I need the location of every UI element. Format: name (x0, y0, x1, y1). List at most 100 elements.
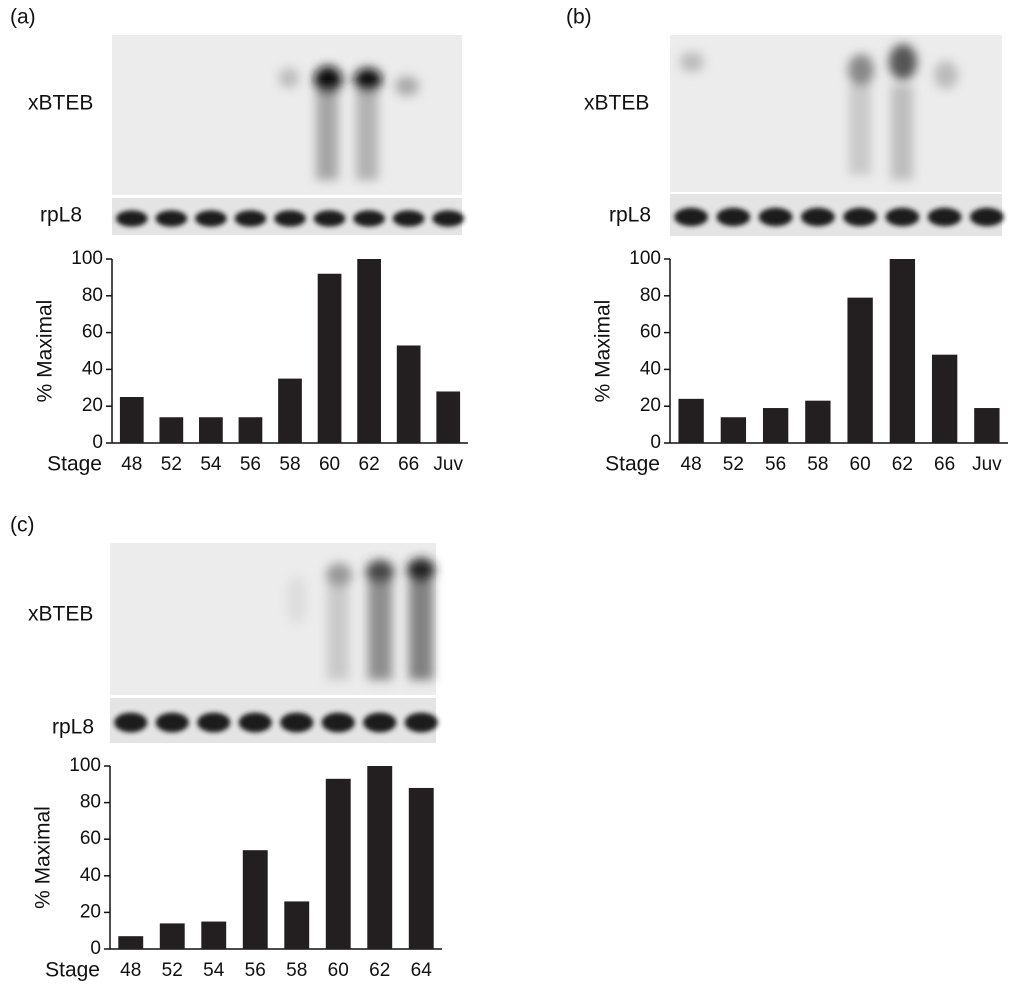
rpl8-band (274, 210, 306, 227)
panel-label: (b) (566, 6, 592, 29)
bar (159, 417, 184, 443)
bar (242, 850, 268, 949)
x-tick-label: 58 (807, 454, 828, 475)
y-tick-label: 100 (71, 248, 103, 269)
y-tick-label: 60 (80, 828, 101, 849)
x-axis-label: Stage (605, 453, 660, 476)
rpl8-band (927, 207, 962, 227)
x-tick-label: 60 (319, 454, 340, 475)
blot-label: rpL8 (40, 204, 82, 227)
y-tick-label: 100 (629, 248, 661, 269)
rpl8-band (114, 712, 148, 733)
rpl8-band (280, 712, 314, 733)
y-tick-label: 80 (80, 792, 101, 813)
x-tick-label: 58 (286, 960, 307, 981)
y-tick-label: 40 (640, 358, 661, 379)
bar (408, 787, 434, 949)
x-tick-label: 56 (240, 454, 261, 475)
x-tick-label: 54 (203, 960, 225, 981)
rpl8-band (800, 207, 835, 227)
bar (317, 273, 342, 443)
panel-label: (a) (10, 6, 36, 29)
bar (278, 378, 302, 443)
x-tick-label: 62 (359, 454, 380, 475)
bar (118, 936, 144, 949)
bar (720, 417, 747, 443)
bar (889, 259, 916, 443)
blot-background (670, 35, 1002, 192)
x-tick-label: 64 (411, 960, 433, 981)
panel-label: (c) (10, 514, 35, 537)
x-axis-label: Stage (47, 453, 102, 476)
rpl8-band (716, 207, 751, 227)
x-tick-label: 62 (369, 960, 390, 981)
blot-label: xBTEB (28, 92, 93, 115)
rpl8-band (197, 712, 231, 733)
rpl8-band (843, 207, 878, 227)
x-tick-label: 54 (200, 454, 222, 475)
rpl8-band (313, 210, 346, 227)
y-tick-label: 80 (640, 285, 661, 306)
bar (119, 397, 144, 443)
x-tick-label: 52 (723, 454, 744, 475)
rpl8-band (155, 210, 188, 227)
bar (325, 778, 351, 949)
blot-background (112, 35, 462, 195)
y-axis-label: % Maximal (32, 806, 55, 909)
bar (201, 921, 227, 949)
x-tick-label: 48 (121, 454, 142, 475)
x-tick-label: 60 (850, 454, 871, 475)
x-tick-label: 52 (162, 960, 183, 981)
x-tick-label: 52 (161, 454, 182, 475)
rpl8-band (321, 712, 355, 733)
rpl8-band (674, 207, 709, 227)
bar (284, 901, 310, 949)
bar (357, 259, 381, 443)
blot-label: rpL8 (609, 204, 651, 227)
y-tick-label: 40 (82, 358, 103, 379)
blot-label: xBTEB (584, 92, 649, 115)
y-axis-label: % Maximal (592, 300, 615, 403)
bar (199, 417, 223, 443)
rpl8-band (353, 210, 385, 227)
bar (805, 400, 831, 443)
blot-label: rpL8 (52, 716, 94, 739)
y-tick-label: 20 (640, 395, 661, 416)
bar (367, 766, 393, 949)
rpl8-band (155, 712, 189, 733)
bar (931, 354, 958, 443)
x-tick-label: Juv (972, 454, 1002, 475)
x-tick-label: 66 (398, 454, 419, 475)
x-tick-label: 56 (245, 960, 266, 981)
bar (159, 923, 185, 949)
rpl8-band (432, 210, 465, 227)
y-tick-label: 60 (82, 322, 103, 343)
x-tick-label: 48 (681, 454, 702, 475)
bar (847, 297, 873, 443)
y-tick-label: 20 (80, 901, 101, 922)
y-axis-label: % Maximal (34, 300, 57, 403)
x-tick-label: 58 (279, 454, 300, 475)
y-tick-label: 80 (82, 285, 103, 306)
y-tick-label: 0 (650, 432, 661, 453)
x-tick-label: 48 (120, 960, 141, 981)
x-tick-label: 62 (892, 454, 913, 475)
bar (396, 345, 421, 443)
y-tick-label: 100 (69, 755, 101, 776)
bar (678, 398, 704, 443)
rpl8-band (404, 712, 438, 733)
bar (762, 408, 789, 443)
y-tick-label: 20 (82, 395, 103, 416)
rpl8-band (238, 712, 272, 733)
rpl8-band (885, 207, 920, 227)
x-tick-label: 56 (765, 454, 786, 475)
y-tick-label: 40 (80, 865, 101, 886)
xbteb-signal (279, 44, 958, 680)
blot-label: xBTEB (28, 603, 93, 626)
bar (974, 408, 1000, 443)
rpl8-band (115, 210, 148, 227)
rpl8-band (363, 712, 397, 733)
